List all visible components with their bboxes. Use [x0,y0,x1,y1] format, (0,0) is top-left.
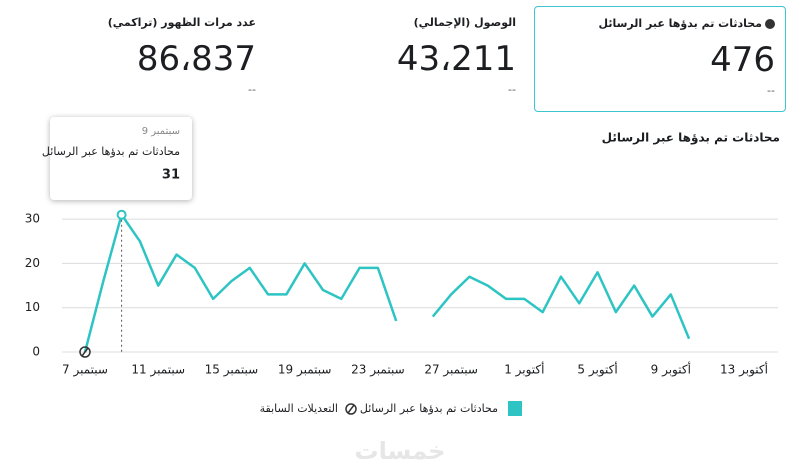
card-label-text: محادثات تم بدؤها عبر الرسائل [598,17,762,30]
x-tick-label: 7 سبتمبر [62,363,108,378]
hover-point [116,209,127,220]
x-tick-label: 15 سبتمبر [205,363,259,378]
card-change: -- [767,84,775,97]
edit-icon-slash [347,404,355,414]
x-tick-label: 5 أكتوبر [577,362,617,378]
y-tick-label: 30 [25,212,40,226]
card-change: -- [508,83,516,96]
card-value: 86،837 [136,39,256,79]
watermark: خمسات [355,437,446,465]
y-tick-label: 20 [25,256,40,270]
x-tick-label: 13 أكتوبر [720,362,768,378]
metric-card[interactable]: الوصول (الإجمالي) 43،211 -- [274,6,526,112]
x-tick-label: 19 سبتمبر [278,363,332,378]
y-tick-label: 10 [25,300,40,314]
card-value: 476 [710,40,775,80]
x-tick-label: 27 سبتمبر [424,363,478,378]
metric-card[interactable]: محادثات تم بدؤها عبر الرسائل 476 -- [534,6,786,112]
data-line [83,213,691,353]
legend-label: محادثات تم بدؤها عبر الرسائل [360,402,498,415]
x-tick-label: 23 سبتمبر [351,363,405,378]
edit-icon [345,403,357,415]
card-value: 43،211 [396,39,516,79]
x-tick-label: 9 أكتوبر [651,362,691,378]
info-icon[interactable] [765,19,775,29]
card-label: عدد مرات الظهور (تراكمي) [107,16,256,29]
tooltip-date: 9 سبتمبر [142,126,180,137]
card-label: محادثات تم بدؤها عبر الرسائل [535,17,775,30]
metric-card[interactable]: عدد مرات الظهور (تراكمي) 86،837 -- [14,6,266,112]
card-change: -- [248,83,256,96]
card-label: الوصول (الإجمالي) [413,16,516,29]
x-tick-label: 1 أكتوبر [504,362,544,378]
legend-label: التعديلات السابقة [260,402,338,415]
tooltip-value: 31 [162,168,180,183]
legend-swatch [508,401,522,416]
chart-title: محادثات تم بدؤها عبر الرسائل [602,131,780,146]
y-tick-label: 0 [32,345,40,359]
tooltip-metric: محادثات تم بدؤها عبر الرسائل [42,145,180,158]
tooltip [50,117,192,200]
edit-icon-slash [81,347,89,357]
edit-icon [79,346,91,358]
x-tick-label: 11 سبتمبر [131,363,185,378]
